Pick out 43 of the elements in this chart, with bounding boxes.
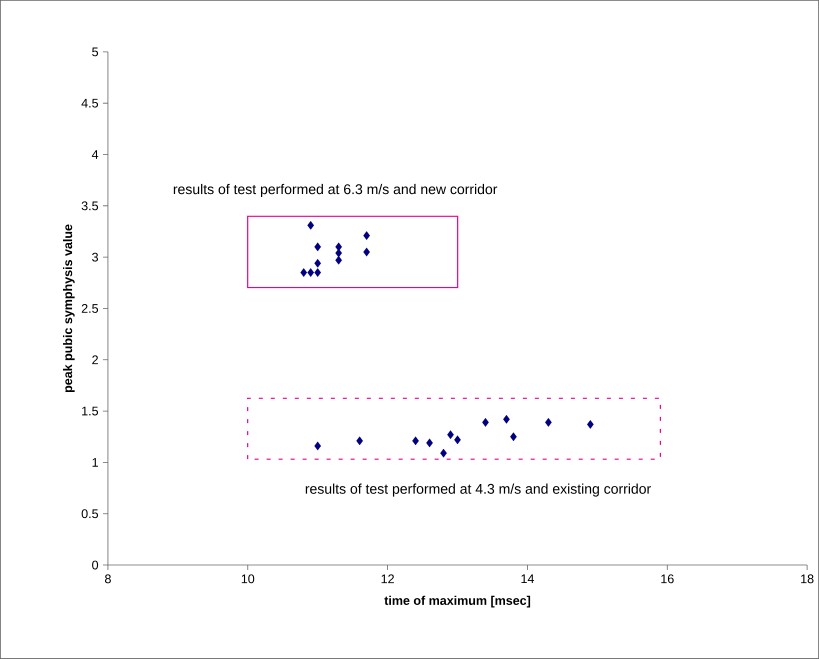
x-tick-label: 16 <box>661 574 674 584</box>
point <box>426 438 433 448</box>
annotation: results of test performed at 6.3 m/s and new corridor <box>174 184 498 197</box>
point <box>314 242 322 252</box>
y-tick-label: 2.5 <box>82 304 98 313</box>
y-tick-label: 4.5 <box>81 98 98 108</box>
x-tick-label: 18 <box>801 574 814 584</box>
point <box>335 256 342 265</box>
x-tick-label: 14 <box>521 574 534 584</box>
annotation: results of test performed at 4.3 m/s and existing corridor <box>306 484 651 497</box>
y-tick-label: 3.5 <box>82 201 98 210</box>
point <box>454 435 461 444</box>
point <box>363 231 370 240</box>
x-tick-label: 12 <box>382 574 394 584</box>
point <box>412 436 419 446</box>
point <box>545 418 552 427</box>
point <box>503 414 510 424</box>
x-tick-label: 10 <box>242 574 254 584</box>
point <box>307 220 314 230</box>
point <box>307 268 314 277</box>
point <box>356 436 363 446</box>
x-tick-label: 8 <box>105 574 111 584</box>
point <box>314 442 322 450</box>
point <box>482 418 489 427</box>
point <box>300 268 308 277</box>
y-axis-title: peak pubic symphysis value <box>62 224 75 392</box>
point <box>447 430 454 440</box>
point <box>335 248 342 258</box>
y-tick-label: 0.5 <box>82 509 98 518</box>
x-axis-title: time of maximum [msec] <box>384 596 530 608</box>
point <box>363 248 370 256</box>
y-tick-label: 0 <box>92 560 98 570</box>
y-tick-label: 1 <box>92 458 98 467</box>
point <box>314 258 322 268</box>
y-tick-label: 5 <box>92 48 98 56</box>
y-tick-label: 2 <box>92 355 98 364</box>
y-tick-label: 4 <box>92 150 98 159</box>
y-tick-label: 3 <box>92 252 98 262</box>
point <box>587 420 594 429</box>
point <box>510 432 517 442</box>
y-tick-label: 1.5 <box>82 406 98 416</box>
point <box>314 268 322 277</box>
point <box>440 448 447 458</box>
